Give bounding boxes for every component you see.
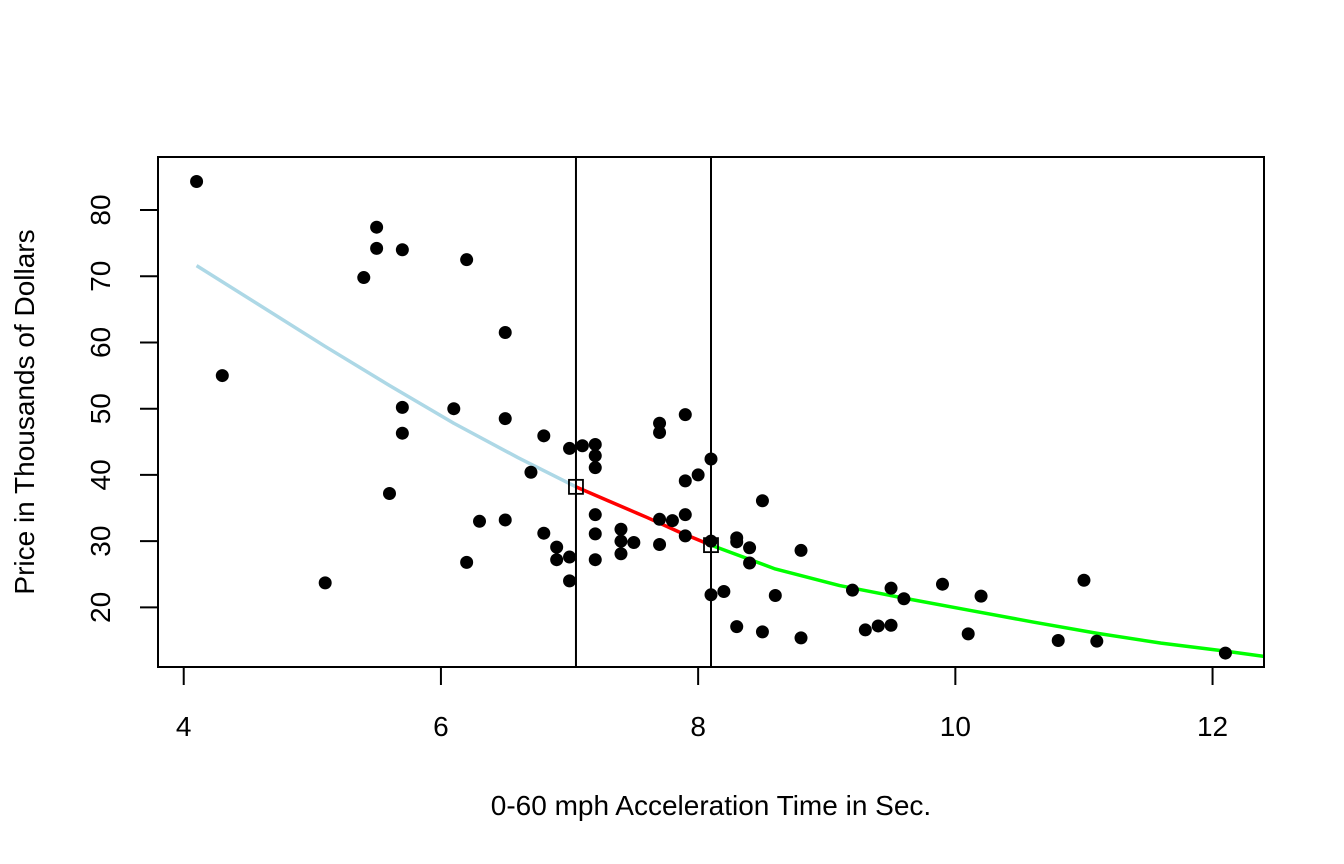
data-point — [755, 494, 769, 508]
data-point — [858, 623, 872, 637]
x-tick-label: 4 — [176, 711, 192, 742]
data-point — [884, 618, 898, 632]
data-point — [704, 588, 718, 602]
data-point — [730, 620, 744, 634]
data-point — [537, 526, 551, 540]
data-point — [678, 529, 692, 543]
data-point — [871, 619, 885, 633]
data-point — [755, 625, 769, 639]
data-point — [370, 241, 384, 255]
data-point — [395, 243, 409, 257]
fitted-curve-segment-1 — [195, 264, 577, 489]
data-point — [653, 416, 667, 430]
data-point — [575, 439, 589, 453]
data-point — [215, 369, 229, 383]
data-point — [588, 437, 602, 451]
data-point — [395, 400, 409, 414]
y-axis-title: Price in Thousands of Dollars — [9, 229, 40, 594]
data-point — [550, 540, 564, 554]
data-point — [884, 581, 898, 595]
data-point — [357, 271, 371, 285]
data-point — [704, 534, 718, 548]
data-point — [678, 508, 692, 522]
data-point — [1077, 573, 1091, 587]
data-point — [1218, 646, 1232, 660]
x-tick-label: 6 — [433, 711, 449, 742]
knot-lines — [574, 157, 712, 667]
data-point — [190, 175, 204, 189]
y-tick-label: 80 — [85, 194, 116, 225]
data-point — [588, 461, 602, 475]
data-point — [447, 402, 461, 416]
x-axis: 4 6 8 10 12 — [176, 666, 1228, 742]
data-point — [974, 589, 988, 603]
knot-marker-2 — [703, 537, 719, 554]
data-point — [498, 513, 512, 527]
data-point — [370, 220, 384, 234]
x-tick-label: 10 — [940, 711, 971, 742]
data-point — [678, 474, 692, 488]
data-point — [614, 534, 628, 548]
x-tick-label: 12 — [1197, 711, 1228, 742]
data-point — [550, 553, 564, 567]
data-point — [678, 408, 692, 422]
y-tick-label: 20 — [85, 592, 116, 623]
data-point — [794, 631, 808, 645]
data-point — [382, 486, 396, 500]
data-point — [563, 441, 577, 455]
data-point — [537, 429, 551, 443]
data-point — [691, 468, 705, 482]
data-point — [395, 426, 409, 440]
data-point — [653, 537, 667, 551]
data-point — [498, 412, 512, 426]
data-point — [563, 574, 577, 588]
y-axis: 20 30 40 50 60 70 80 — [85, 194, 159, 623]
data-point — [935, 577, 949, 591]
data-point — [845, 583, 859, 597]
data-point — [524, 465, 538, 479]
data-point — [1090, 634, 1104, 648]
data-point — [627, 535, 641, 549]
data-point — [563, 550, 577, 564]
data-points — [190, 175, 1232, 660]
data-point — [665, 514, 679, 528]
data-point — [460, 555, 474, 569]
data-point — [460, 253, 474, 267]
data-point — [730, 535, 744, 549]
data-point — [498, 326, 512, 340]
data-point — [653, 512, 667, 526]
data-point — [614, 522, 628, 536]
x-tick-label: 8 — [690, 711, 706, 742]
data-point — [794, 543, 808, 557]
y-tick-label: 70 — [85, 261, 116, 292]
data-point — [1051, 634, 1065, 648]
data-point — [588, 449, 602, 463]
y-tick-label: 50 — [85, 393, 116, 424]
data-point — [961, 627, 975, 641]
knot-markers — [568, 478, 719, 554]
data-point — [704, 452, 718, 466]
data-point — [768, 588, 782, 602]
data-point — [588, 527, 602, 541]
y-tick-label: 40 — [85, 459, 116, 490]
knot-marker-1 — [568, 478, 584, 495]
data-point — [588, 508, 602, 522]
data-point — [653, 426, 667, 440]
data-point — [743, 556, 757, 570]
data-point — [318, 576, 332, 590]
x-axis-title: 0-60 mph Acceleration Time in Sec. — [491, 790, 931, 821]
data-point — [897, 592, 911, 606]
data-point — [717, 584, 731, 598]
data-point — [473, 514, 487, 528]
data-point — [743, 541, 757, 555]
data-point — [588, 553, 602, 567]
fitted-curve-segment-3 — [710, 543, 1264, 659]
y-tick-label: 60 — [85, 327, 116, 358]
data-point — [614, 547, 628, 561]
y-tick-label: 30 — [85, 526, 116, 557]
